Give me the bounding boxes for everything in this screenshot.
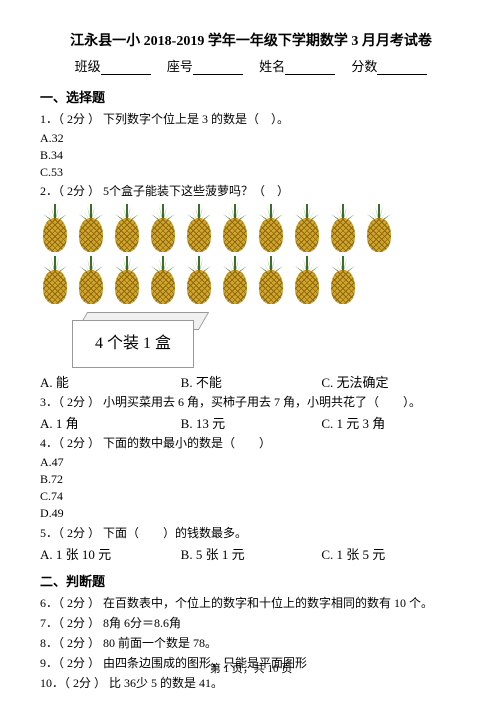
- pineapple-icon: [184, 204, 214, 252]
- q4-text: 4．（ 2分 ） 下面的数中最小的数是（ ）: [40, 434, 462, 452]
- exam-page: 江永县一小 2018-2019 学年一年级下学期数学 3 月月考试卷 班级 座号…: [0, 0, 502, 714]
- section-judge-header: 二、判断题: [40, 571, 462, 590]
- pineapple-icon: [184, 256, 214, 304]
- pineapple-row-1: [40, 204, 462, 252]
- q4-opt-d: D.49: [40, 505, 462, 522]
- q3-opt-b: B. 13 元: [181, 413, 322, 432]
- q2-opt-a: A. 能: [40, 372, 181, 391]
- q3-options: A. 1 角 B. 13 元 C. 1 元 3 角: [40, 413, 462, 432]
- q4-options: A.47 B.72 C.74 D.49: [40, 454, 462, 521]
- q1-options: A.32 B.34 C.53: [40, 130, 462, 180]
- q5-options: A. 1 张 10 元 B. 5 张 1 元 C. 1 张 5 元: [40, 544, 462, 563]
- pineapple-icon: [40, 204, 70, 252]
- class-label: 班级: [75, 59, 101, 74]
- pineapple-icon: [148, 256, 178, 304]
- q7-text: 7．（ 2分 ） 8角 6分＝8.6角: [40, 614, 462, 632]
- pineapple-icon: [256, 256, 286, 304]
- section-choice-header: 一、选择题: [40, 87, 462, 106]
- pineapple-icon: [328, 256, 358, 304]
- q4-opt-b: B.72: [40, 471, 462, 488]
- q10-text: 10．（ 2分 ） 比 36少 5 的数是 41。: [40, 674, 462, 692]
- box-container: 4 个装 1 盒: [72, 312, 202, 368]
- pineapple-row-2: [40, 256, 462, 304]
- q4-opt-c: C.74: [40, 488, 462, 505]
- q3-opt-c: C. 1 元 3 角: [321, 413, 462, 432]
- pineapple-icon: [40, 256, 70, 304]
- q1-text: 1．（ 2分 ） 下列数字个位上是 3 的数是（ ）。: [40, 110, 462, 128]
- pineapple-icon: [256, 204, 286, 252]
- q5-opt-c: C. 1 张 5 元: [321, 544, 462, 563]
- q6-text: 6．（ 2分 ） 在百数表中，个位上的数字和十位上的数字相同的数有 10 个。: [40, 594, 462, 612]
- class-blank: [101, 60, 151, 75]
- pineapple-icon: [76, 256, 106, 304]
- pineapple-icon: [220, 204, 250, 252]
- pineapple-icon: [148, 204, 178, 252]
- pineapple-icon: [364, 204, 394, 252]
- pineapple-icon: [328, 204, 358, 252]
- exam-title: 江永县一小 2018-2019 学年一年级下学期数学 3 月月考试卷: [40, 30, 462, 50]
- student-info-line: 班级 座号 姓名 分数: [40, 56, 462, 75]
- box-front-label: 4 个装 1 盒: [72, 320, 194, 368]
- q2-opt-b: B. 不能: [181, 372, 322, 391]
- q3-text: 3．（ 2分 ） 小明买菜用去 6 角，买柿子用去 7 角，小明共花了（ ）。: [40, 393, 462, 411]
- q5-text: 5．（ 2分 ） 下面（ ）的钱数最多。: [40, 524, 462, 542]
- q5-opt-a: A. 1 张 10 元: [40, 544, 181, 563]
- pineapple-icon: [112, 204, 142, 252]
- q2-options: A. 能 B. 不能 C. 无法确定: [40, 372, 462, 391]
- seat-blank: [193, 60, 243, 75]
- seat-label: 座号: [167, 59, 193, 74]
- q2-text: 2．（ 2分 ） 5个盒子能装下这些菠萝吗？（ ）: [40, 182, 462, 200]
- q8-text: 8．（ 2分 ） 80 前面一个数是 78。: [40, 634, 462, 652]
- q1-opt-b: B.34: [40, 147, 462, 164]
- page-footer: 第 1 页，共 10 页: [0, 660, 502, 676]
- score-label: 分数: [351, 59, 377, 74]
- q3-opt-a: A. 1 角: [40, 413, 181, 432]
- name-label: 姓名: [259, 59, 285, 74]
- pineapple-icon: [220, 256, 250, 304]
- pineapple-icon: [292, 256, 322, 304]
- q1-opt-c: C.53: [40, 164, 462, 181]
- q2-opt-c: C. 无法确定: [321, 372, 462, 391]
- q5-opt-b: B. 5 张 1 元: [181, 544, 322, 563]
- pineapple-icon: [292, 204, 322, 252]
- q1-opt-a: A.32: [40, 130, 462, 147]
- pineapple-icon: [76, 204, 106, 252]
- q4-opt-a: A.47: [40, 454, 462, 471]
- score-blank: [377, 60, 427, 75]
- name-blank: [285, 60, 335, 75]
- pineapple-icon: [112, 256, 142, 304]
